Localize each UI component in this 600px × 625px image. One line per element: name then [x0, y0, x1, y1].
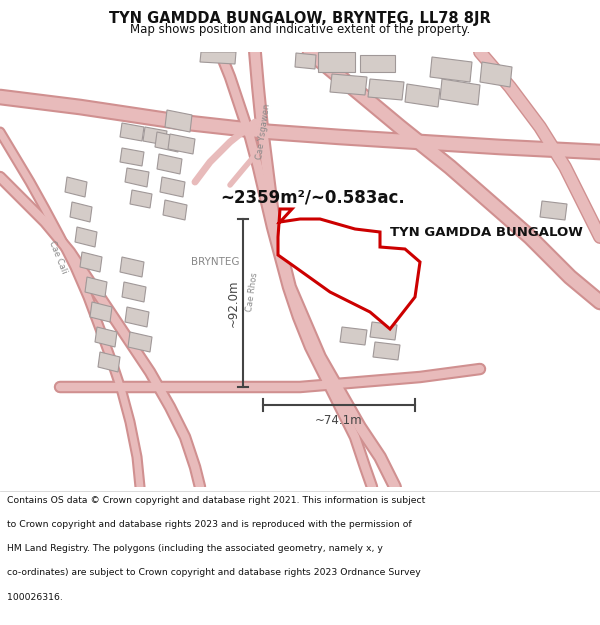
Polygon shape	[440, 79, 480, 105]
Text: to Crown copyright and database rights 2023 and is reproduced with the permissio: to Crown copyright and database rights 2…	[7, 520, 412, 529]
Polygon shape	[405, 84, 440, 107]
Text: HM Land Registry. The polygons (including the associated geometry, namely x, y: HM Land Registry. The polygons (includin…	[7, 544, 383, 553]
Polygon shape	[125, 168, 149, 187]
Text: TYN GAMDDA BUNGALOW: TYN GAMDDA BUNGALOW	[390, 226, 583, 239]
Polygon shape	[278, 209, 420, 329]
Polygon shape	[200, 52, 236, 64]
Text: ~92.0m: ~92.0m	[227, 279, 239, 327]
Polygon shape	[160, 177, 185, 197]
Text: Map shows position and indicative extent of the property.: Map shows position and indicative extent…	[130, 23, 470, 36]
Text: BRYNTEG: BRYNTEG	[191, 257, 239, 267]
Polygon shape	[98, 352, 120, 372]
Polygon shape	[125, 307, 149, 327]
Polygon shape	[165, 110, 192, 132]
Polygon shape	[540, 201, 567, 220]
Polygon shape	[128, 332, 152, 352]
Polygon shape	[430, 57, 472, 82]
Polygon shape	[90, 302, 112, 322]
Polygon shape	[163, 200, 187, 220]
Polygon shape	[168, 134, 195, 154]
Text: TYN GAMDDA BUNGALOW, BRYNTEG, LL78 8JR: TYN GAMDDA BUNGALOW, BRYNTEG, LL78 8JR	[109, 11, 491, 26]
Text: Cae Rhos: Cae Rhos	[245, 272, 259, 312]
Polygon shape	[120, 148, 144, 166]
Polygon shape	[368, 79, 404, 100]
Polygon shape	[340, 327, 367, 345]
Polygon shape	[70, 202, 92, 222]
Text: Cae Cali: Cae Cali	[47, 239, 68, 275]
Polygon shape	[373, 342, 400, 360]
Polygon shape	[295, 53, 316, 69]
Text: ~74.1m: ~74.1m	[315, 414, 363, 426]
Polygon shape	[120, 257, 144, 277]
Polygon shape	[480, 62, 512, 87]
Polygon shape	[360, 55, 395, 72]
Text: Cae Ysgawen: Cae Ysgawen	[254, 104, 271, 161]
Polygon shape	[370, 322, 397, 340]
Text: Contains OS data © Crown copyright and database right 2021. This information is : Contains OS data © Crown copyright and d…	[7, 496, 425, 505]
Text: co-ordinates) are subject to Crown copyright and database rights 2023 Ordnance S: co-ordinates) are subject to Crown copyr…	[7, 568, 421, 578]
Polygon shape	[80, 252, 102, 272]
Polygon shape	[157, 154, 182, 174]
Polygon shape	[130, 190, 152, 208]
Polygon shape	[85, 277, 107, 297]
Polygon shape	[95, 327, 117, 347]
Polygon shape	[155, 132, 180, 152]
Text: ~2359m²/~0.583ac.: ~2359m²/~0.583ac.	[220, 188, 405, 206]
Polygon shape	[143, 127, 167, 145]
Text: 100026316.: 100026316.	[7, 592, 63, 602]
Polygon shape	[65, 177, 87, 197]
Polygon shape	[318, 52, 355, 72]
Polygon shape	[122, 282, 146, 302]
Polygon shape	[330, 74, 367, 95]
Polygon shape	[120, 123, 144, 141]
Polygon shape	[75, 227, 97, 247]
